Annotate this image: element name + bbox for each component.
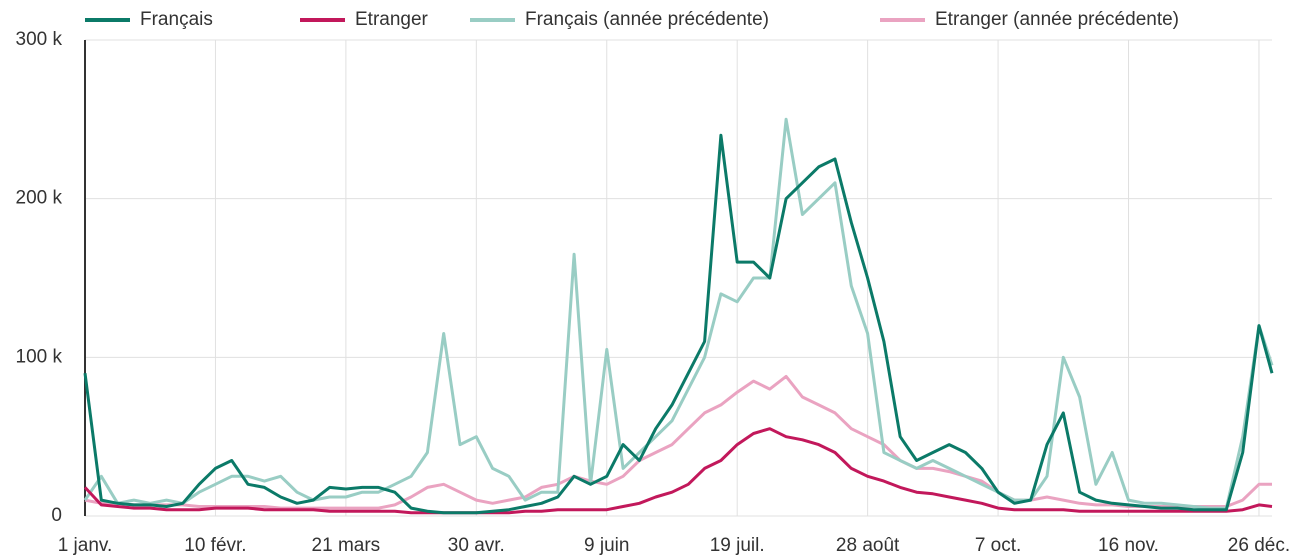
x-tick-label: 9 juin [584, 535, 629, 556]
x-tick-label: 1 janv. [58, 535, 113, 556]
x-tick-label: 10 févr. [184, 535, 246, 556]
y-tick-label: 300 k [16, 29, 63, 50]
x-tick-label: 7 oct. [975, 535, 1021, 556]
x-tick-label: 16 nov. [1098, 535, 1159, 556]
x-tick-label: 19 juil. [710, 535, 765, 556]
legend-label: Français (année précédente) [525, 9, 769, 30]
series-line [83, 133, 1274, 515]
y-tick-label: 0 [51, 505, 62, 526]
y-tick-label: 200 k [16, 188, 63, 209]
x-tick-label: 26 déc. [1228, 535, 1290, 556]
x-tick-label: 28 août [836, 535, 900, 556]
legend-label: Etranger (année précédente) [935, 9, 1179, 30]
y-tick-label: 100 k [16, 346, 63, 367]
x-tick-label: 21 mars [312, 535, 381, 556]
series-line [83, 427, 1273, 515]
series-line [83, 117, 1274, 510]
series-line [84, 374, 1272, 510]
x-tick-label: 30 avr. [448, 535, 505, 556]
legend-label: Français [140, 9, 213, 30]
legend-label: Etranger [355, 9, 429, 30]
